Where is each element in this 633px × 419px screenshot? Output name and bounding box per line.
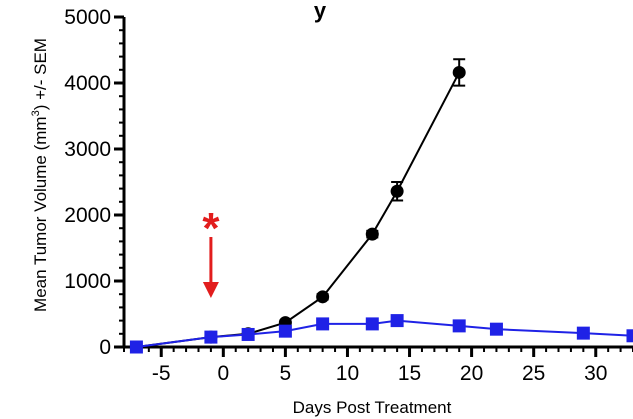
annotation-layer: *	[202, 204, 220, 298]
axes: 0 1000 2000 3000 4000 5000 -5 0 5 10 15 20 25 30	[64, 6, 633, 385]
data-point	[390, 184, 404, 198]
svg-text:Mean Tumor Volume (mm3) +/- SE: Mean Tumor Volume (mm3) +/- SEM	[30, 38, 50, 312]
x-tick-label: -5	[152, 362, 171, 385]
data-point	[316, 290, 330, 304]
x-tick-label: 25	[522, 362, 545, 385]
data-point	[241, 327, 255, 341]
series-layer	[129, 58, 633, 354]
y-tick-label: 2000	[64, 204, 111, 227]
data-point	[365, 227, 379, 241]
series-0	[129, 58, 466, 354]
y-axis-title-main: Mean Tumor Volume (mm	[31, 116, 50, 312]
annotation-asterisk: *	[202, 204, 220, 253]
y-axis-title-superscript: 3	[30, 110, 42, 116]
data-point	[316, 317, 330, 331]
x-tick-label: 15	[398, 362, 421, 385]
series-1	[129, 314, 633, 354]
y-tick-label: 1000	[64, 270, 111, 293]
x-tick-label: 0	[217, 362, 229, 385]
data-point	[365, 317, 379, 331]
y-tick-label: 3000	[64, 138, 111, 161]
data-point	[626, 329, 633, 343]
x-axis-title: Days Post Treatment	[293, 398, 452, 417]
data-point	[452, 319, 466, 333]
x-tick-label: 10	[336, 362, 359, 385]
y-tick-label: 5000	[64, 6, 111, 29]
chart-title: y	[314, 0, 327, 23]
data-point	[489, 322, 503, 336]
y-axis-title: Mean Tumor Volume (mm3) +/- SEM	[30, 38, 50, 312]
data-point	[278, 324, 292, 338]
data-point	[576, 326, 590, 340]
y-tick-label: 4000	[64, 72, 111, 95]
data-point	[129, 340, 143, 354]
x-tick-label: 20	[460, 362, 483, 385]
annotation-arrow-head	[202, 282, 219, 298]
data-point	[390, 314, 404, 328]
series-line	[136, 71, 461, 348]
data-point	[204, 330, 218, 344]
x-tick-label: 30	[584, 362, 607, 385]
y-axis-title-tail: ) +/- SEM	[31, 38, 50, 110]
data-point	[452, 65, 466, 79]
x-tick-label: 5	[280, 362, 292, 385]
y-tick-label: 0	[99, 336, 111, 359]
